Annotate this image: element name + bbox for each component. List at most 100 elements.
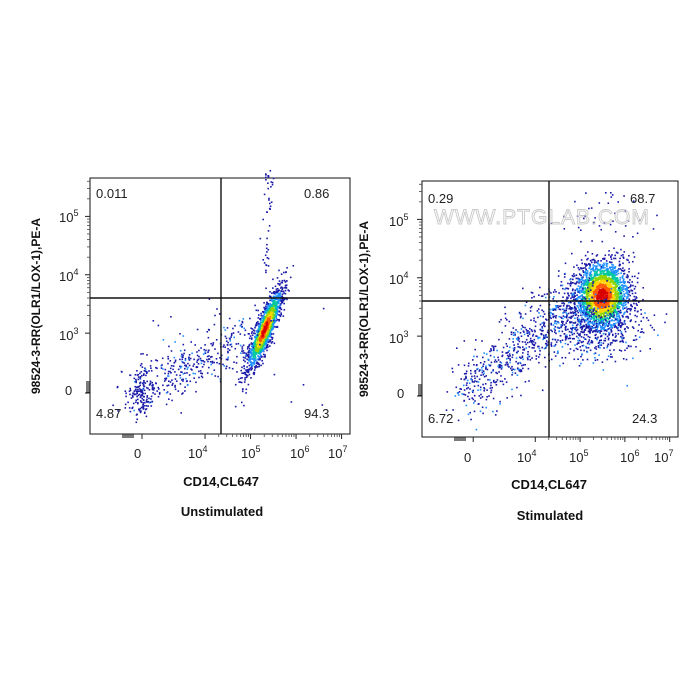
event-dot	[565, 287, 567, 290]
event-dot	[583, 312, 585, 315]
event-dot	[562, 312, 564, 314]
event-dot	[599, 309, 602, 311]
event-dot	[577, 311, 580, 314]
event-dot	[137, 386, 139, 388]
event-dot	[140, 406, 143, 409]
event-dot	[604, 283, 607, 286]
event-dot	[607, 274, 610, 277]
event-dot	[274, 308, 277, 311]
event-dot	[630, 289, 633, 291]
event-dot	[617, 315, 620, 318]
event-dot	[613, 319, 615, 322]
event-dot	[572, 278, 574, 281]
event-dot	[598, 323, 600, 326]
event-dot	[596, 277, 599, 279]
event-dot	[606, 268, 609, 271]
event-dot	[264, 333, 266, 336]
event-dot	[210, 356, 212, 358]
event-dot	[275, 298, 278, 301]
event-dot	[636, 277, 639, 279]
event-dot	[613, 289, 615, 291]
event-dot	[243, 367, 246, 370]
event-dot	[617, 323, 620, 325]
event-dot	[144, 411, 146, 414]
event-dot	[219, 357, 221, 359]
event-dot	[569, 348, 572, 350]
event-dot	[611, 297, 614, 299]
event-dot	[590, 278, 593, 280]
event-dot	[576, 281, 578, 283]
event-dot	[259, 331, 261, 334]
event-dot	[254, 304, 256, 307]
event-dot	[634, 298, 637, 300]
event-dot	[260, 332, 262, 334]
event-dot	[234, 325, 236, 327]
event-dot	[615, 277, 618, 279]
event-dot	[601, 284, 604, 286]
event-dot	[275, 295, 277, 297]
event-dot	[256, 337, 258, 340]
event-dot	[609, 302, 612, 305]
event-dot	[576, 318, 579, 321]
event-dot	[232, 327, 234, 330]
event-dot	[612, 290, 614, 293]
event-dot	[591, 289, 593, 292]
event-dot	[607, 328, 610, 330]
event-dot	[619, 325, 621, 327]
event-dot	[550, 345, 553, 347]
event-dot	[265, 346, 268, 349]
event-dot	[610, 302, 613, 305]
event-dot	[610, 287, 613, 289]
event-dot	[493, 356, 495, 358]
event-dot	[580, 276, 583, 279]
event-dot	[604, 291, 606, 293]
event-dot	[181, 360, 183, 363]
event-dot	[134, 388, 137, 391]
event-dot	[583, 284, 585, 287]
event-dot	[167, 370, 170, 373]
event-dot	[180, 371, 182, 373]
event-dot	[593, 308, 595, 310]
event-dot	[582, 314, 584, 316]
event-dot	[259, 328, 261, 330]
event-dot	[593, 281, 595, 283]
event-dot	[620, 332, 623, 335]
event-dot	[625, 306, 628, 308]
event-dot	[512, 347, 515, 350]
event-dot	[226, 344, 229, 346]
event-dot	[257, 349, 260, 352]
event-dot	[591, 296, 594, 299]
event-dot	[614, 293, 616, 296]
event-dot	[195, 366, 198, 368]
event-dot	[623, 272, 626, 275]
event-dot	[156, 375, 159, 377]
event-dot	[541, 309, 543, 311]
event-dot	[171, 379, 173, 381]
event-dot	[281, 295, 283, 298]
event-dot	[276, 277, 279, 279]
event-dot	[124, 403, 127, 406]
event-dot	[157, 386, 159, 389]
event-dot	[272, 313, 274, 315]
event-dot	[244, 357, 247, 359]
event-dot	[223, 344, 225, 346]
event-dot	[607, 271, 610, 274]
event-dot	[184, 359, 187, 362]
event-dot	[279, 314, 281, 317]
event-dot	[565, 311, 567, 314]
event-dot	[632, 339, 635, 341]
event-dot	[280, 281, 283, 284]
event-dot	[512, 338, 514, 340]
event-dot	[582, 271, 585, 274]
event-dot	[633, 288, 636, 290]
event-dot	[600, 290, 603, 292]
event-dot	[140, 410, 142, 412]
event-dot	[200, 375, 203, 378]
event-dot	[575, 347, 578, 350]
event-dot	[179, 383, 182, 385]
event-dot	[609, 281, 611, 283]
event-dot	[260, 342, 263, 345]
event-dot	[279, 315, 282, 318]
event-dot	[254, 345, 256, 348]
event-dot	[135, 393, 137, 396]
